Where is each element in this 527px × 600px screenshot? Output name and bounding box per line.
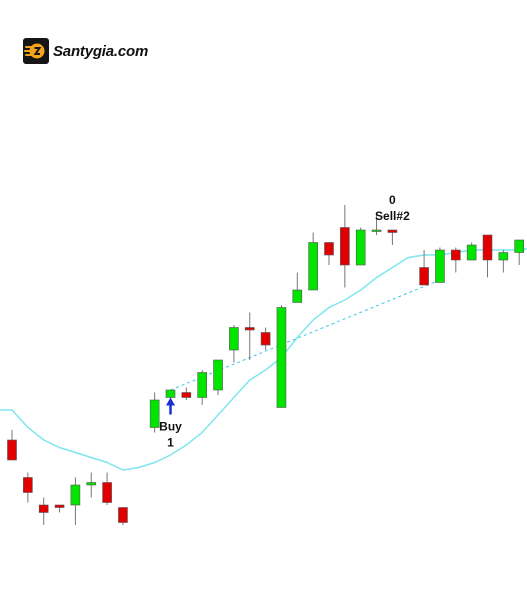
candle-body-up	[165, 389, 176, 398]
candle-body-down	[23, 477, 33, 493]
candle-body-up	[197, 372, 207, 398]
brand-logo: Santygia.com	[23, 38, 148, 64]
candle-body-up	[308, 242, 318, 291]
candle	[197, 370, 207, 405]
candle-body-down	[419, 267, 429, 286]
candle	[54, 504, 65, 513]
candle	[340, 205, 350, 288]
candle	[38, 497, 49, 525]
candle-body-down	[340, 227, 350, 266]
candle	[498, 250, 509, 273]
candle	[514, 239, 525, 265]
candle-body-down	[7, 439, 17, 461]
buy-label: Buy	[159, 420, 182, 434]
candle-body-up	[514, 239, 525, 253]
candle-body-down	[102, 482, 112, 503]
candle	[324, 242, 334, 265]
candle-body-up	[498, 252, 509, 261]
candle	[371, 215, 382, 235]
santygia-logo-icon	[23, 38, 49, 64]
candle-body-down	[38, 504, 49, 513]
candle-body-down	[482, 234, 493, 261]
candle-body-up	[213, 359, 223, 391]
candle	[149, 392, 160, 433]
candle	[387, 229, 398, 245]
candle-body-up	[149, 399, 160, 428]
moving-average-layer	[0, 248, 527, 471]
candle-body-down	[244, 327, 255, 331]
candle-body-down	[54, 504, 65, 508]
candle	[86, 472, 97, 498]
candle-body-up	[276, 307, 287, 408]
candle	[419, 250, 429, 286]
candle-body-up	[229, 327, 239, 351]
candle	[450, 247, 461, 273]
candle-body-down	[324, 242, 334, 256]
moving-average-line	[0, 248, 527, 471]
brand-name: Santygia.com	[53, 42, 149, 60]
candle-body-up	[70, 484, 81, 506]
candle	[308, 232, 318, 291]
candle-body-down	[387, 229, 398, 233]
candle	[23, 472, 33, 503]
candle	[70, 477, 81, 525]
candle	[118, 507, 128, 525]
candle-body-up	[355, 229, 366, 266]
candle	[7, 430, 17, 461]
candle	[102, 472, 112, 505]
candle-body-down	[450, 249, 461, 261]
candle-body-up	[371, 229, 382, 232]
annotations-layer: Buy 1 0 Sell#2	[159, 193, 410, 450]
candle-body-up	[292, 289, 303, 303]
candle-body-down	[181, 392, 192, 398]
trade-line	[170, 279, 441, 391]
candle-body-up	[86, 482, 97, 486]
candle	[181, 387, 192, 400]
candle	[482, 234, 493, 278]
sell-count: 0	[389, 193, 396, 207]
candle	[466, 242, 477, 261]
candle	[435, 247, 445, 283]
buy-arrow-icon	[166, 397, 175, 415]
candle-body-down	[118, 507, 128, 523]
candle	[229, 325, 239, 363]
candle	[355, 227, 366, 266]
sell-label: Sell#2	[375, 209, 410, 223]
candle	[213, 359, 223, 395]
candle	[260, 327, 271, 350]
trade-line-layer	[170, 279, 441, 391]
candle	[276, 305, 287, 408]
candle-body-up	[466, 244, 477, 261]
candle	[244, 312, 255, 360]
buy-count: 1	[167, 436, 174, 450]
candles-layer	[7, 205, 525, 525]
candle	[292, 272, 303, 303]
candle-body-up	[435, 249, 445, 283]
candle-body-down	[260, 332, 271, 346]
